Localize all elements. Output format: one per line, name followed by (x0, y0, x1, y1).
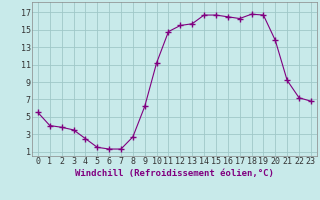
X-axis label: Windchill (Refroidissement éolien,°C): Windchill (Refroidissement éolien,°C) (75, 169, 274, 178)
